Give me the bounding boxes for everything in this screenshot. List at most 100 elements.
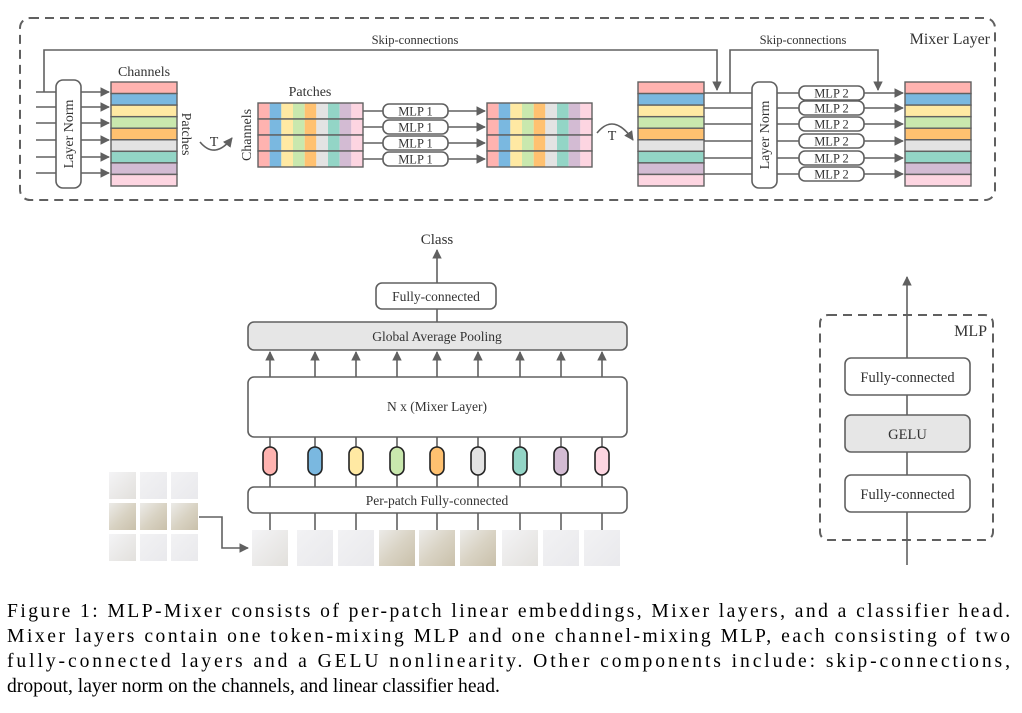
patch-cell (568, 119, 581, 135)
patch-cell (304, 103, 317, 119)
patch-cell (557, 151, 569, 167)
mlp2-label: MLP 2 (814, 135, 849, 149)
mlp1-label: MLP 1 (398, 137, 433, 151)
channel-row (110, 127, 178, 141)
patch-cell (522, 151, 534, 167)
patch-cell (258, 151, 270, 167)
patch-cell (269, 103, 282, 119)
patch-cell (568, 151, 581, 167)
patch-cell (522, 119, 534, 135)
patch-cell (498, 151, 511, 167)
input-image-patch (109, 534, 136, 561)
image-patch (338, 530, 374, 566)
transpose-arrow (199, 137, 233, 151)
mlp1-label: MLP 1 (398, 105, 433, 119)
channel-row (637, 173, 705, 187)
fully-connected-box (844, 474, 971, 513)
channel-row (904, 127, 972, 141)
patch-cell (328, 135, 340, 151)
patch-cell (281, 151, 293, 167)
token-table (110, 81, 178, 187)
patch-cell (351, 103, 363, 119)
patch-cell (339, 135, 352, 151)
patch-cell (510, 135, 522, 151)
channel-row-outline (486, 150, 593, 168)
patch-cell (258, 135, 270, 151)
channel-row (110, 115, 178, 129)
channel-row (637, 115, 705, 129)
channel-row (637, 139, 705, 153)
mixer-stack-label: N x (Mixer Layer) (387, 399, 487, 414)
channel-row (904, 150, 972, 164)
token-embedding (262, 446, 278, 476)
patch-cell (339, 151, 352, 167)
patch-cell (293, 135, 305, 151)
fully-connected-label: Fully-connected (860, 370, 955, 386)
token-embedding (512, 446, 528, 476)
patch-cell (487, 103, 499, 119)
channel-row (904, 92, 972, 106)
channel-row (637, 81, 705, 95)
patch-cell (498, 103, 511, 119)
patch-cell (580, 119, 592, 135)
patch-cell (304, 119, 317, 135)
patch-cell (498, 135, 511, 151)
patch-cell (269, 135, 282, 151)
patch-cell (557, 135, 569, 151)
patch-cell (328, 151, 340, 167)
patch-cell (510, 151, 522, 167)
patch-cell (316, 119, 328, 135)
mlp2-label: MLP 2 (814, 87, 849, 101)
token-embedding (348, 446, 364, 476)
channels-label: Channels (118, 65, 170, 80)
mlp2-label: MLP 2 (814, 118, 849, 132)
patch-cell (328, 119, 340, 135)
patch-cell (533, 103, 546, 119)
transpose-arrow (596, 123, 634, 141)
patch-cell (339, 119, 352, 135)
image-patch (297, 530, 333, 566)
patch-cell (487, 135, 499, 151)
caption-line: Mixer layers contain one token-mixing ML… (7, 626, 1010, 647)
input-image-patch (171, 503, 198, 530)
gelu-label: GELU (888, 427, 927, 443)
channel-row (904, 104, 972, 118)
input-image-patch (109, 503, 136, 530)
token-embedding (389, 446, 405, 476)
patch-cell (580, 103, 592, 119)
per-patch-fully-connected (247, 486, 628, 514)
token-embedding (429, 446, 445, 476)
transpose-label: T (210, 135, 219, 150)
skip-connection-label: Skip-connections (760, 33, 847, 47)
transpose-label: T (608, 129, 617, 144)
mlp2-label: MLP 2 (814, 168, 849, 182)
patch-cell (316, 135, 328, 151)
patch-cell (522, 135, 534, 151)
fully-connected-box (844, 357, 971, 396)
patch-cell (293, 119, 305, 135)
channel-row (110, 104, 178, 118)
token-mixed-table (486, 102, 593, 168)
channel-row (110, 162, 178, 176)
channels-label: Channels (240, 109, 255, 161)
channel-row (904, 115, 972, 129)
patch-cell (351, 135, 363, 151)
pooling-label: Global Average Pooling (372, 329, 502, 344)
class-label: Class (421, 232, 454, 248)
patch-cell (533, 151, 546, 167)
patch-cell (316, 103, 328, 119)
patch-cell (510, 119, 522, 135)
channel-row (637, 92, 705, 106)
caption-line: fully-connected layers and a GELU nonlin… (7, 651, 1010, 672)
patch-cell (510, 103, 522, 119)
patches-label: Patches (289, 85, 332, 100)
patch-cell (258, 103, 270, 119)
skip-connection-label: Skip-connections (372, 33, 459, 47)
caption-line: Figure 1: MLP-Mixer consists of per-patc… (7, 601, 1010, 622)
patch-cell (568, 135, 581, 151)
layer-norm-box (55, 79, 82, 189)
patch-cell (580, 151, 592, 167)
patch-cell (545, 119, 557, 135)
image-patch (252, 530, 288, 566)
